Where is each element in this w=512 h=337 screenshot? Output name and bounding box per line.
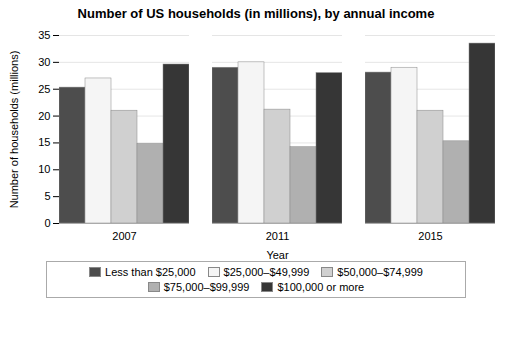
html-text:$100,000 or more: $100,000 or more	[277, 281, 365, 293]
html-text:Less than $25,000: Less than $25,000	[105, 266, 196, 278]
svg-text:Year: Year	[266, 249, 289, 261]
html-text:$50,000–$74,999: $50,000–$74,999	[337, 266, 423, 278]
svg-text:35: 35	[38, 29, 50, 41]
html-text:Number of US households (in mi: Number of US households (in millions), b…	[77, 6, 435, 21]
svg-text:20: 20	[38, 110, 50, 122]
html-text:$25,000–$49,999: $25,000–$49,999	[223, 266, 310, 278]
svg-text:5: 5	[44, 190, 50, 202]
svg-text:Number of households (millions: Number of households (millions)	[8, 51, 20, 209]
svg-text:15: 15	[38, 136, 50, 148]
html-text:$75,000–$99,999: $75,000–$99,999	[163, 281, 250, 293]
svg-text:2011: 2011	[266, 230, 290, 242]
svg-text:30: 30	[38, 56, 50, 68]
svg-text:25: 25	[38, 83, 50, 95]
svg-text:2015: 2015	[418, 230, 442, 242]
svg-text:0: 0	[44, 217, 50, 229]
svg-text:2007: 2007	[112, 230, 136, 242]
svg-text:10: 10	[38, 163, 50, 175]
